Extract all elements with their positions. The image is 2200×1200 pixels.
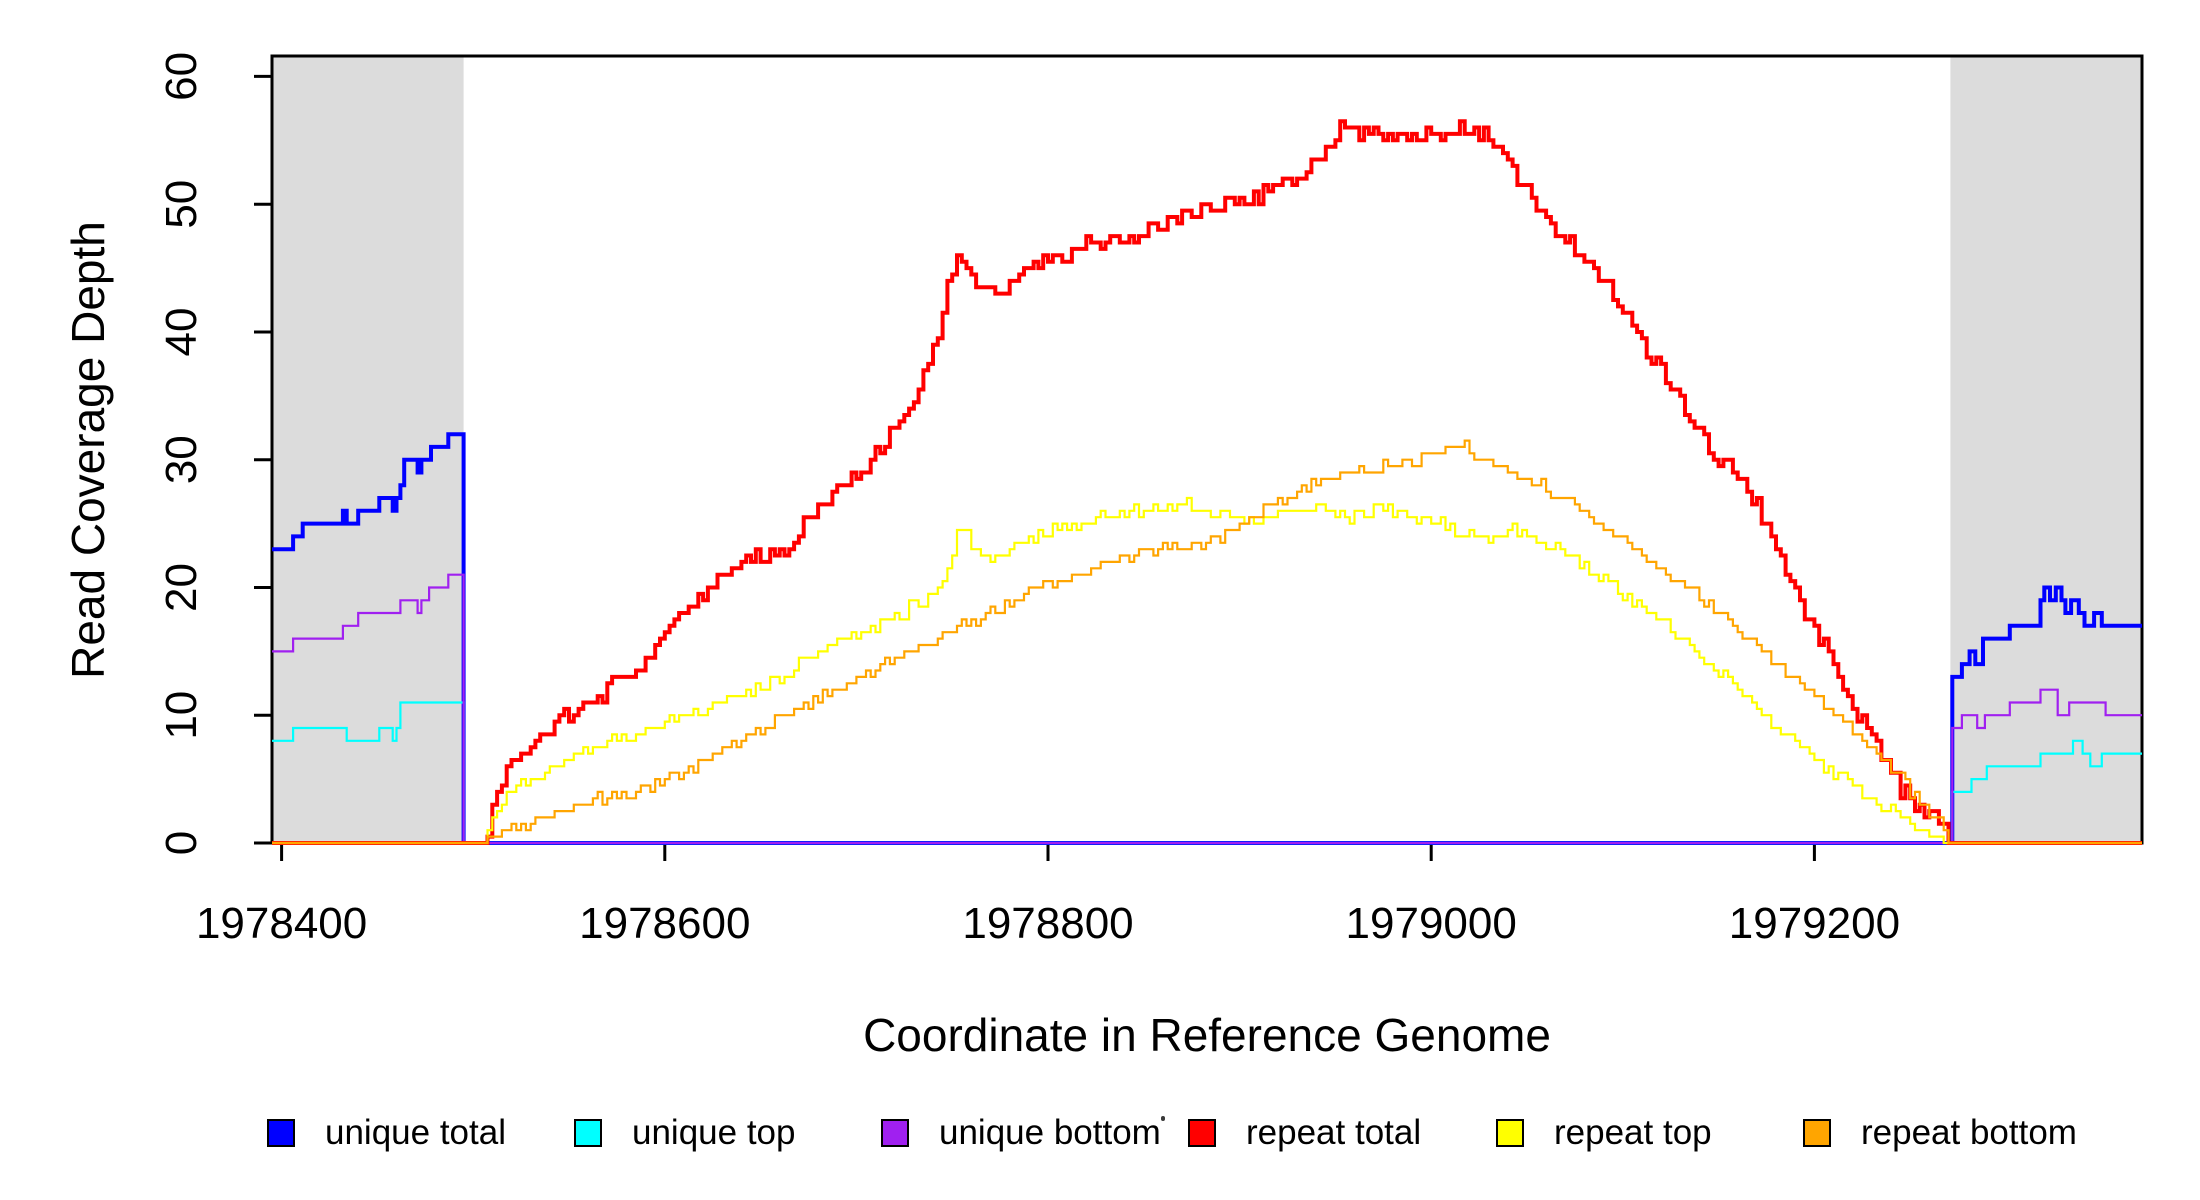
masked-region-left xyxy=(272,56,464,843)
stray-dot-artifact xyxy=(1161,1116,1165,1121)
legend-swatch-unique-top xyxy=(574,1119,602,1147)
legend-label-unique-bottom: unique bottom xyxy=(939,1113,1161,1152)
legend-swatch-repeat-bottom xyxy=(1803,1119,1831,1147)
x-tick-label: 1978600 xyxy=(579,899,750,948)
series-unique-bottom xyxy=(272,573,2142,845)
series-repeat-total xyxy=(272,119,2142,845)
legend-swatch-repeat-top xyxy=(1496,1119,1524,1147)
legend-item-unique-bottom: unique bottom xyxy=(881,1113,1161,1152)
legend-swatch-unique-bottom xyxy=(881,1119,909,1147)
y-tick-label: 20 xyxy=(157,563,206,612)
legend-label-repeat-bottom: repeat bottom xyxy=(1861,1113,2077,1152)
legend-item-repeat-total: repeat total xyxy=(1188,1113,1422,1152)
masked-region-right xyxy=(1950,56,2142,843)
legend-item-repeat-top: repeat top xyxy=(1496,1113,1712,1152)
x-axis-title: Coordinate in Reference Genome xyxy=(863,1009,1551,1061)
legend-item-repeat-bottom: repeat bottom xyxy=(1803,1113,2077,1152)
x-tick-label: 1978800 xyxy=(962,899,1133,948)
series-unique-total xyxy=(272,432,2142,845)
legend-item-unique-top: unique top xyxy=(574,1113,796,1152)
series-repeat-bottom xyxy=(272,439,2142,845)
plot-box xyxy=(270,54,2144,845)
legend-swatch-unique-total xyxy=(267,1119,295,1147)
legend-label-unique-total: unique total xyxy=(325,1113,506,1152)
y-tick-label: 0 xyxy=(157,831,206,855)
series-repeat-top xyxy=(272,496,2142,845)
legend-label-repeat-total: repeat total xyxy=(1246,1113,1422,1152)
legend-label-unique-top: unique top xyxy=(632,1113,796,1152)
legend-item-unique-total: unique total xyxy=(267,1113,506,1152)
x-tick-label: 1979200 xyxy=(1729,899,1900,948)
y-axis-title: Read Coverage Depth xyxy=(62,221,114,679)
y-tick-label: 40 xyxy=(157,308,206,357)
legend-swatch-repeat-total xyxy=(1188,1119,1216,1147)
x-tick-label: 1978400 xyxy=(196,899,367,948)
y-tick-label: 50 xyxy=(157,180,206,229)
x-tick-label: 1979000 xyxy=(1346,899,1517,948)
y-tick-label: 60 xyxy=(157,52,206,101)
y-tick-label: 10 xyxy=(157,691,206,740)
legend-label-repeat-top: repeat top xyxy=(1554,1113,1712,1152)
legend: unique total unique top unique bottom repea… xyxy=(0,1113,2200,1154)
y-tick-label: 30 xyxy=(157,435,206,484)
